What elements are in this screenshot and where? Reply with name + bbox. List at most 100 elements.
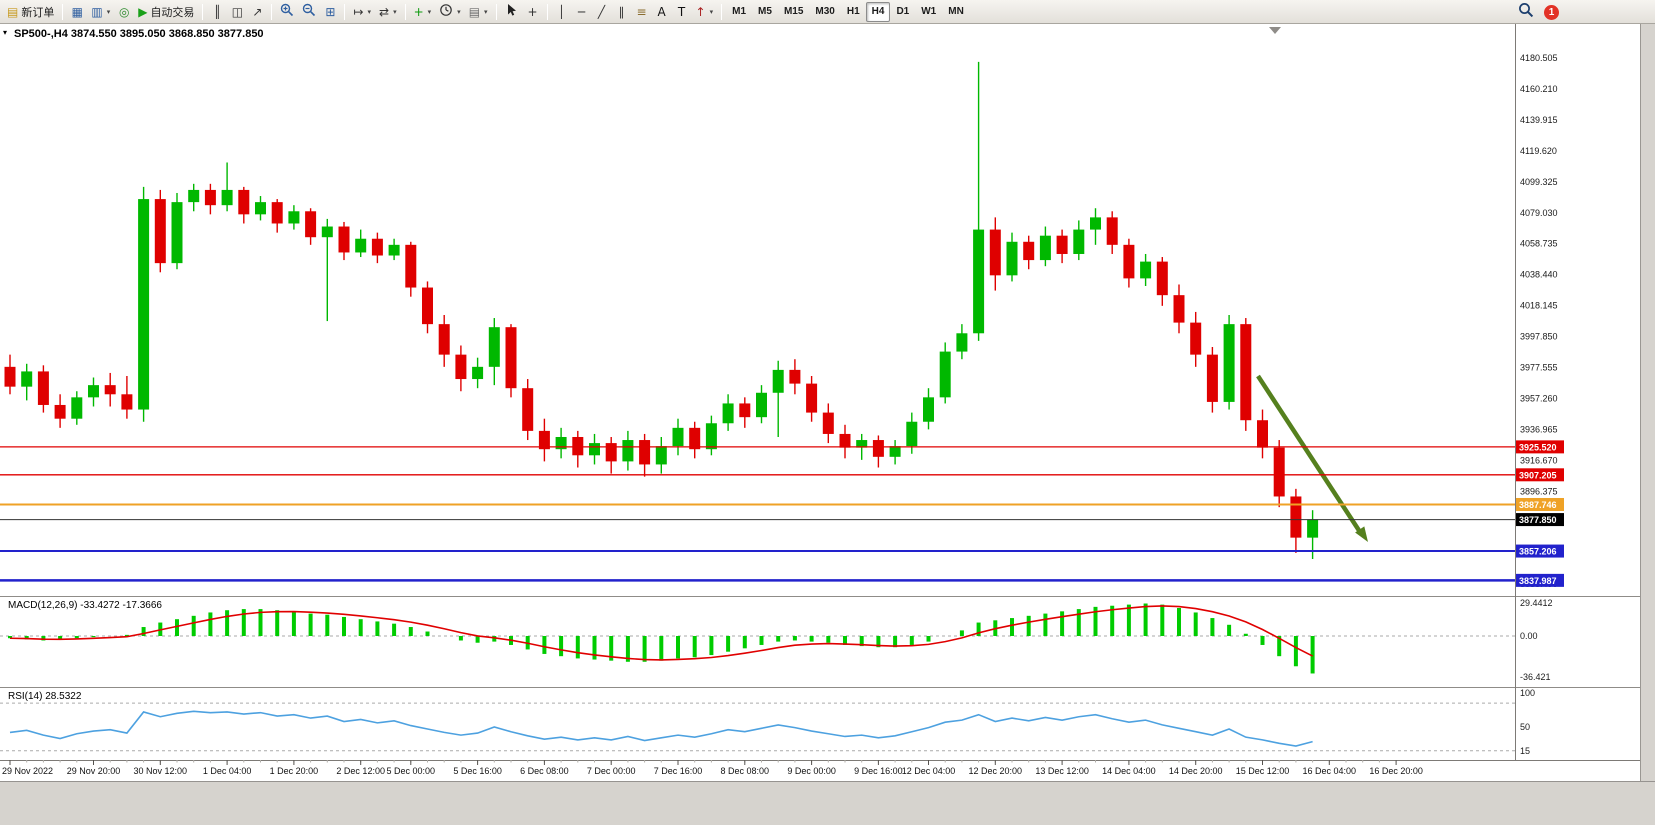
channel-icon[interactable]: ∥ (612, 2, 632, 22)
toolbar-separator (404, 3, 406, 20)
chart-shift-icon[interactable]: ⇄ ▾ (375, 2, 401, 22)
candle-body (722, 403, 734, 424)
time-label: 12 Dec 20:00 (969, 766, 1023, 776)
candle-body (1223, 324, 1235, 402)
arrows-button[interactable]: ↑ ▾ (692, 2, 718, 22)
horizontal-line-icon-glyph: ─ (577, 4, 586, 19)
macd-axis-label: 29.4412 (1520, 598, 1553, 608)
tf-h1-button[interactable]: H1 (841, 2, 866, 22)
tf-m15-button[interactable]: M15 (778, 2, 809, 22)
text-icon[interactable]: A (652, 2, 672, 22)
trendline-icon[interactable]: ╱ (592, 2, 612, 22)
crosshair-icon-glyph: + (527, 4, 538, 19)
crosshair-icon[interactable]: + (523, 2, 543, 22)
candle-body (1206, 354, 1218, 402)
candle-body (204, 189, 216, 206)
chart-canvas[interactable]: 29 Nov 2022 29 Nov 20:00 30 Nov 12:00 1 Dec… (0, 24, 1655, 825)
profiles-icon[interactable]: ▥ ▾ (87, 2, 114, 22)
macd-axis-label: 0.00 (1520, 631, 1538, 641)
time-label: 1 Dec 20:00 (270, 766, 319, 776)
trend-arrow-head[interactable] (1355, 526, 1368, 542)
candle-body (104, 385, 116, 395)
time-label: 5 Dec 00:00 (387, 766, 436, 776)
candle-body (321, 226, 333, 238)
candle-body (1056, 235, 1068, 254)
candle-body (371, 238, 383, 256)
zoom-out-icon (302, 3, 316, 20)
periods-button-caret-icon[interactable]: ▾ (457, 8, 461, 16)
text-icon-glyph: A (657, 4, 666, 19)
new-chart-icon[interactable]: ▦ (67, 2, 87, 22)
data-window-icon[interactable]: ◎ (114, 2, 134, 22)
indicators-button-caret-icon[interactable]: ▾ (427, 8, 432, 16)
auto-scroll-icon[interactable]: ↦ ▾ (349, 2, 375, 22)
time-label: 12 Dec 04:00 (902, 766, 956, 776)
candle-body (839, 433, 851, 448)
toolbar-separator (202, 3, 204, 20)
candle-body (1039, 235, 1051, 261)
vertical-line-icon[interactable]: │ (552, 2, 572, 22)
right-gutter-scrollbar[interactable] (1640, 24, 1655, 781)
price-tag-label: 3837.987 (1519, 576, 1557, 586)
line-chart-icon[interactable]: ↗ (247, 2, 267, 22)
trend-arrow[interactable] (1256, 374, 1362, 534)
candle-body (88, 385, 99, 398)
cursor-icon[interactable] (501, 2, 523, 22)
time-label: 2 Dec 12:00 (336, 766, 385, 776)
price-axis-label: 4099.325 (1520, 177, 1558, 187)
candle-body (488, 327, 500, 367)
candle-body (1257, 420, 1268, 448)
tf-m1-button[interactable]: M1 (726, 2, 752, 22)
vertical-line-icon-glyph: │ (557, 4, 566, 19)
candle-body (71, 397, 83, 419)
candle-body (21, 371, 33, 387)
tile-windows-icon[interactable]: ⊞ (320, 2, 340, 22)
candle-body (739, 403, 751, 418)
rsi-axis-label: 15 (1520, 746, 1530, 756)
time-label: 16 Dec 04:00 (1303, 766, 1357, 776)
bar-chart-icon[interactable]: ║ (207, 2, 227, 22)
candle-body (305, 211, 317, 238)
profiles-icon-caret-icon[interactable]: ▾ (106, 8, 111, 16)
candlestick-chart-icon[interactable]: ◫ (227, 2, 247, 22)
horizontal-line-icon[interactable]: ─ (572, 2, 592, 22)
candle-body (705, 423, 717, 450)
fibonacci-icon[interactable]: ≡ (632, 2, 652, 22)
candle-body (772, 369, 784, 393)
tf-h4-button[interactable]: H4 (865, 1, 891, 22)
arrows-button-caret-icon[interactable]: ▾ (709, 8, 714, 16)
zoom-in-icon[interactable] (276, 2, 298, 22)
search-icon[interactable] (1518, 2, 1534, 23)
tf-mn-button[interactable]: MN (942, 2, 970, 22)
trendline-icon-glyph: ╱ (597, 4, 606, 19)
chart-shift-marker[interactable] (1269, 27, 1281, 34)
time-label: 15 Dec 12:00 (1236, 766, 1290, 776)
periods-button[interactable]: ▾ (435, 2, 465, 22)
chart-shift-icon-caret-icon[interactable]: ▾ (393, 8, 397, 16)
autotrading-button[interactable]: ▶ 自动交易 (134, 2, 198, 22)
templates-button[interactable]: ▤ ▾ (465, 2, 492, 22)
toolbar-separator (546, 3, 548, 20)
candle-body (789, 369, 801, 384)
text-label-icon[interactable]: T (672, 2, 692, 22)
zoom-out-icon[interactable] (298, 2, 320, 22)
candle-body (4, 366, 16, 387)
notification-badge[interactable]: 1 (1544, 4, 1559, 20)
tf-w1-button[interactable]: W1 (915, 2, 942, 22)
tf-m30-button[interactable]: M30 (809, 2, 840, 22)
tf-d1-button[interactable]: D1 (890, 2, 915, 22)
candle-body (188, 189, 200, 203)
price-axis-label: 4038.440 (1520, 270, 1558, 280)
auto-scroll-icon-glyph: ↦ (353, 4, 364, 19)
tf-w1-button-label: W1 (921, 6, 937, 17)
templates-button-caret-icon[interactable]: ▾ (484, 8, 488, 16)
toolbar-separator (62, 3, 64, 20)
macd-axis-label: -36.421 (1520, 672, 1551, 682)
indicators-button[interactable]: + ▾ (410, 2, 436, 22)
tf-m5-button[interactable]: M5 (752, 2, 778, 22)
candle-body (923, 397, 934, 422)
auto-scroll-icon-caret-icon[interactable]: ▾ (367, 8, 372, 16)
price-axis-label: 4139.915 (1520, 115, 1558, 125)
new-order-button[interactable]: ▤ 新订单 (3, 2, 58, 22)
candle-body (822, 412, 834, 434)
